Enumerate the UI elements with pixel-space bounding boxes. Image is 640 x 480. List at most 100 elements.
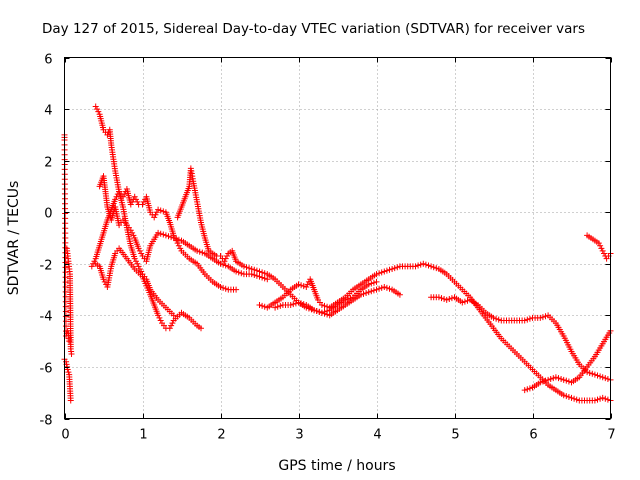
data-point [560, 392, 567, 399]
data-point [365, 289, 372, 296]
data-point [91, 258, 98, 265]
data-point [194, 247, 201, 254]
data-point [238, 270, 245, 277]
data-point [318, 302, 325, 309]
data-point [253, 267, 260, 274]
data-point [129, 198, 136, 205]
data-point [595, 240, 602, 247]
data-point [177, 245, 184, 252]
data-point [347, 295, 354, 302]
data-point [537, 379, 544, 386]
data-point [295, 299, 302, 306]
data-point [599, 247, 606, 254]
series-track-j [272, 278, 380, 316]
data-point [261, 275, 268, 282]
data-point [344, 296, 351, 303]
data-point [321, 308, 328, 315]
y-tick-label: -4 [40, 310, 53, 325]
data-point [383, 267, 390, 274]
data-point [368, 288, 375, 295]
chart-title: Day 127 of 2015, Sidereal Day-to-day VTE… [42, 21, 585, 37]
data-point [601, 250, 607, 257]
data-point [425, 262, 432, 269]
data-point [157, 317, 164, 324]
series-track-k [428, 294, 614, 383]
x-tick-label: 2 [217, 428, 225, 443]
data-point [175, 242, 182, 249]
series-track-h [174, 165, 403, 319]
data-point [259, 274, 266, 281]
data-point [251, 266, 258, 273]
data-point [220, 261, 227, 268]
data-point [412, 263, 419, 270]
data-point [199, 249, 206, 256]
data-point [165, 233, 172, 240]
data-point [428, 263, 435, 270]
series-track-f [88, 186, 240, 293]
data-point [563, 393, 570, 400]
data-point [389, 265, 396, 272]
data-point [133, 196, 139, 203]
data-point [526, 385, 533, 392]
x-tick-label: 6 [529, 428, 537, 443]
data-point [490, 314, 497, 321]
data-point [65, 369, 72, 376]
data-point [318, 309, 325, 316]
series-track-g [96, 173, 271, 283]
data-point [373, 278, 380, 285]
data-point [169, 320, 176, 327]
data-point [417, 261, 424, 268]
data-point [135, 245, 142, 252]
data-point [248, 271, 255, 278]
data-point [256, 268, 263, 275]
data-point [552, 374, 559, 381]
data-point [170, 312, 177, 319]
data-point [90, 260, 97, 267]
data-point [441, 296, 448, 303]
data-point [433, 265, 440, 272]
data-point [521, 317, 528, 324]
data-point [222, 285, 229, 292]
x-tick-label: 1 [139, 428, 147, 443]
data-point [298, 282, 305, 289]
data-point [287, 302, 294, 309]
data-point [130, 232, 137, 239]
data-point [94, 106, 100, 113]
data-point [435, 294, 442, 301]
data-point [598, 245, 605, 252]
data-point [162, 232, 169, 239]
y-axis-label: SDTVAR / TECUs [6, 181, 22, 296]
data-point [277, 302, 284, 309]
data-point [594, 396, 601, 403]
data-point [542, 377, 549, 384]
data-point [64, 363, 71, 370]
data-point [295, 281, 302, 288]
data-point [217, 283, 224, 290]
data-point [597, 395, 604, 402]
data-point [153, 209, 160, 216]
data-point [550, 375, 557, 382]
data-point [166, 325, 173, 332]
data-point [157, 207, 164, 214]
data-point [443, 296, 450, 303]
data-point [160, 231, 167, 238]
x-tick-label: 5 [451, 428, 459, 443]
data-point [373, 286, 380, 293]
series-track-e [92, 103, 177, 319]
data-point [264, 276, 271, 283]
data-point [224, 253, 230, 260]
data-point [101, 278, 108, 285]
data-point [113, 193, 120, 200]
data-point [139, 201, 146, 208]
data-point [121, 191, 128, 198]
data-point [303, 283, 310, 290]
data-point [376, 270, 383, 277]
data-point [152, 211, 159, 218]
axis-ticks: 0 1 2 3 4 5 6 7 -8 -6 -4 -2 0 2 4 6 [40, 53, 616, 443]
data-point [394, 264, 401, 271]
x-tick-label: 3 [295, 428, 303, 443]
data-point [131, 193, 138, 200]
data-point [135, 263, 142, 270]
data-point [134, 260, 141, 267]
data-point [129, 229, 136, 236]
